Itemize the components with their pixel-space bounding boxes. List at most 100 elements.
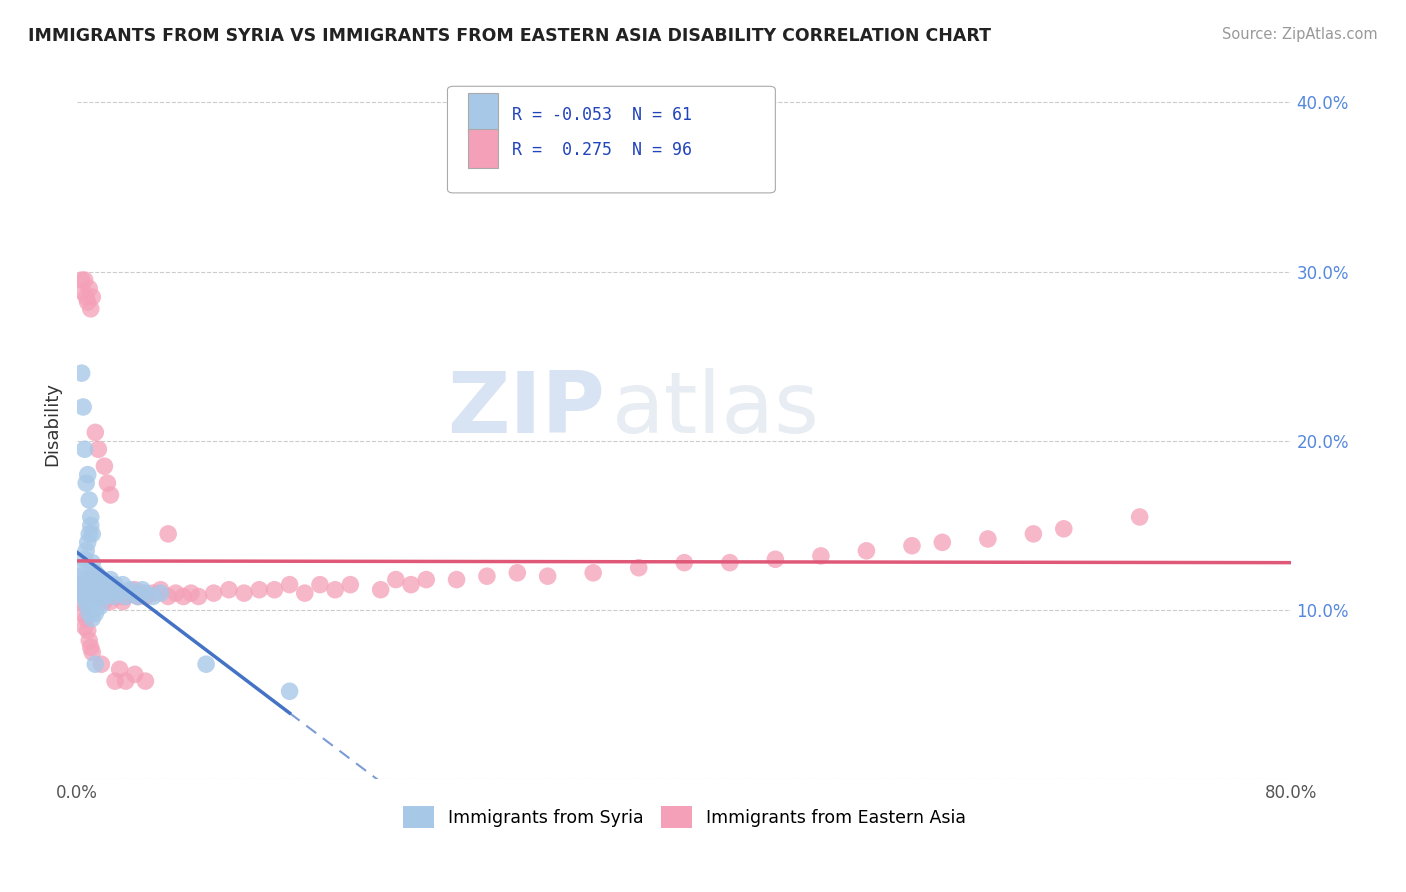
Point [165,586,187,600]
Point [142,586,165,600]
Point [83,594,105,608]
Point [385,573,408,587]
Point [98,582,121,597]
Point [370,582,392,597]
Point [96,590,118,604]
Text: R = -0.053  N = 61: R = -0.053 N = 61 [512,106,692,124]
Point [80,640,103,655]
Point [72,400,94,414]
Point [98,586,121,600]
Point [80,573,103,587]
Point [94,577,117,591]
Point [84,566,107,580]
Point [82,290,104,304]
Point [73,590,96,604]
Point [84,607,107,621]
Point [75,582,97,597]
Bar [468,129,499,168]
Point [75,544,97,558]
Point [75,594,97,608]
Point [100,573,122,587]
Point [82,611,104,625]
Point [627,560,650,574]
Point [120,582,142,597]
Point [233,586,256,600]
Point [323,582,346,597]
Text: IMMIGRANTS FROM SYRIA VS IMMIGRANTS FROM EASTERN ASIA DISABILITY CORRELATION CHA: IMMIGRANTS FROM SYRIA VS IMMIGRANTS FROM… [28,27,991,45]
Point [475,569,498,583]
Point [172,590,194,604]
Point [76,599,98,614]
Point [73,442,96,457]
Point [446,573,468,587]
Point [76,295,98,310]
Point [76,535,98,549]
Point [108,590,131,604]
Point [339,577,361,591]
Point [75,290,97,304]
Point [90,657,112,672]
Point [108,662,131,676]
Point [77,633,100,648]
Point [90,573,112,587]
Point [76,573,98,587]
Point [82,582,104,597]
Point [73,273,96,287]
Point [134,674,156,689]
Point [104,577,127,591]
Point [77,569,100,583]
Point [977,532,1000,546]
Point [89,579,111,593]
Point [76,624,98,638]
Point [537,569,560,583]
Text: ZIP: ZIP [447,368,606,451]
Point [114,674,136,689]
Point [82,645,104,659]
Point [582,566,605,580]
Point [82,556,104,570]
Point [73,620,96,634]
Point [131,582,153,597]
Point [84,657,107,672]
Point [673,556,696,570]
Point [72,285,94,299]
Point [80,577,103,591]
Point [75,590,97,604]
Point [506,566,529,580]
Point [157,590,180,604]
Point [278,684,301,698]
Point [763,552,786,566]
Point [80,510,103,524]
Point [134,586,156,600]
Point [80,301,103,316]
Point [77,527,100,541]
Point [1053,522,1076,536]
Point [86,582,108,597]
Point [89,582,111,597]
Point [87,590,110,604]
Point [70,366,93,380]
Point [931,535,953,549]
Point [90,590,112,604]
Point [83,573,105,587]
Point [810,549,832,563]
Point [84,577,107,591]
Point [93,459,115,474]
Point [84,425,107,440]
Point [104,674,127,689]
Point [69,594,91,608]
Point [114,590,136,604]
Point [73,552,96,566]
Point [124,582,146,597]
Point [100,488,122,502]
Y-axis label: Disability: Disability [44,382,60,466]
Point [127,590,149,604]
Point [111,594,134,608]
Point [202,586,225,600]
Point [77,493,100,508]
Point [76,582,98,597]
Legend: Immigrants from Syria, Immigrants from Eastern Asia: Immigrants from Syria, Immigrants from E… [395,799,973,835]
Point [855,544,877,558]
Point [91,582,114,597]
Point [187,590,209,604]
